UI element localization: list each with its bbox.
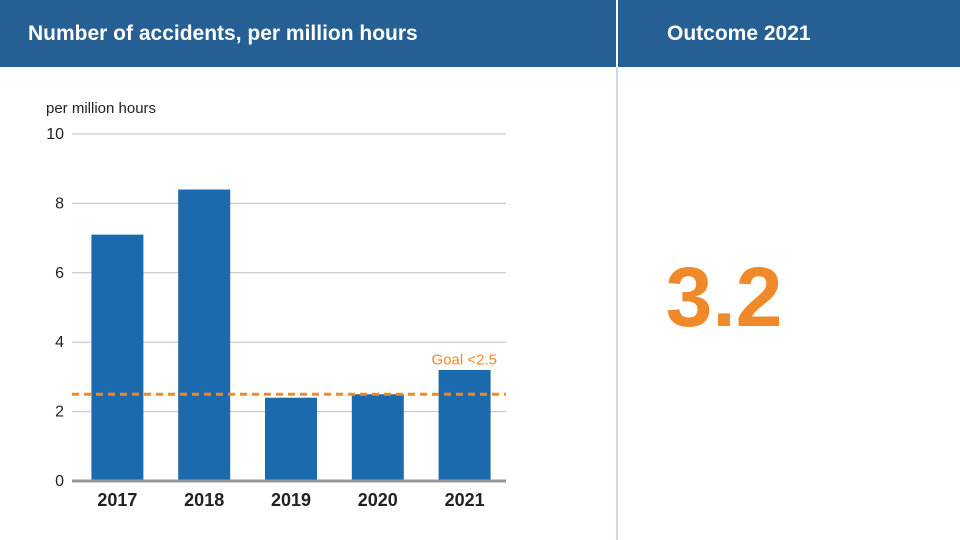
goal-label: Goal <2.5 <box>432 351 497 368</box>
x-tick-label: 2020 <box>358 490 398 510</box>
bar-2020 <box>351 394 404 481</box>
bar-2018 <box>178 189 231 481</box>
y-tick-label: 8 <box>55 195 64 212</box>
y-tick-label: 0 <box>55 473 64 490</box>
y-tick-label: 6 <box>55 265 64 282</box>
outcome-title-bar: Outcome 2021 <box>618 0 960 67</box>
bar-2019 <box>265 397 317 481</box>
x-tick-label: 2018 <box>184 490 224 510</box>
bar-2021 <box>438 369 491 481</box>
outcome-value: 3.2 <box>665 250 783 344</box>
chart-title: Number of accidents, per million hours <box>28 21 418 45</box>
x-tick-label: 2019 <box>271 490 311 510</box>
outcome-title: Outcome 2021 <box>667 21 811 45</box>
bar-2017 <box>91 234 144 481</box>
x-tick-label: 2017 <box>97 490 137 510</box>
y-tick-label: 4 <box>55 334 64 351</box>
y-axis-label: per million hours <box>46 100 156 117</box>
chart-title-bar: Number of accidents, per million hours <box>0 0 616 67</box>
y-tick-label: 10 <box>46 126 64 143</box>
x-tick-label: 2021 <box>445 490 485 510</box>
accidents-bar-chart: per million hours 0 2 4 6 8 10 2017 2018 2019 2020… <box>46 100 506 510</box>
panel-divider <box>616 67 618 540</box>
y-tick-label: 2 <box>55 404 64 421</box>
